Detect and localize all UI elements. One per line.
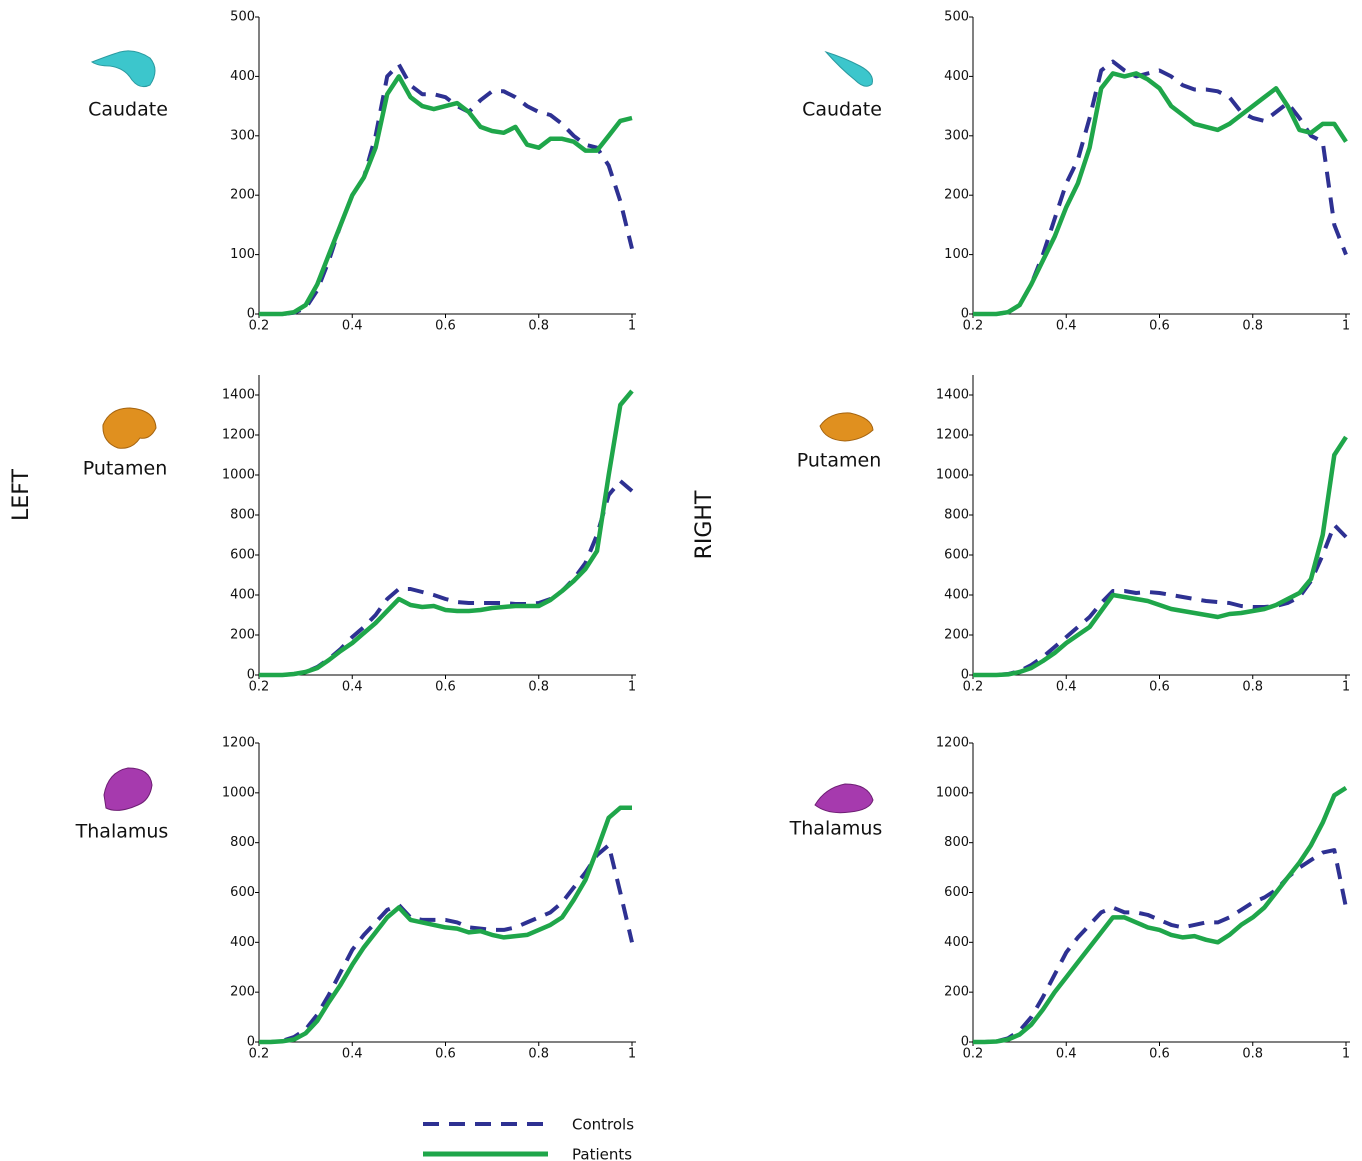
x-tick-label: 0.2 <box>249 319 270 334</box>
x-tick-label: 1 <box>628 319 636 334</box>
y-tick-label: 800 <box>944 835 969 850</box>
thalamus-icon <box>815 784 873 813</box>
y-tick-label: 1000 <box>936 468 969 483</box>
x-tick-label: 0.8 <box>1242 319 1263 334</box>
y-tick-label: 1200 <box>222 736 255 751</box>
y-tick-label: 600 <box>230 885 255 900</box>
series-line <box>973 850 1346 1042</box>
y-tick-label: 800 <box>230 835 255 850</box>
y-tick-label: 300 <box>230 128 255 143</box>
y-tick-label: 100 <box>944 247 969 262</box>
y-tick-label: 600 <box>944 885 969 900</box>
x-tick-label: 0.4 <box>342 680 363 695</box>
y-tick-label: 400 <box>944 935 969 950</box>
chart-title: Thalamus <box>789 818 883 840</box>
series-line <box>259 65 632 315</box>
x-tick-label: 0.8 <box>528 1047 549 1062</box>
y-tick-label: 1200 <box>936 428 969 443</box>
y-tick-label: 400 <box>944 69 969 84</box>
x-tick-label: 0.2 <box>963 319 984 334</box>
series-line <box>259 391 632 675</box>
y-tick-label: 100 <box>230 247 255 262</box>
y-tick-label: 600 <box>944 548 969 563</box>
x-tick-label: 0.6 <box>435 1047 456 1062</box>
y-tick-label: 200 <box>230 628 255 643</box>
x-tick-label: 0.6 <box>1149 1047 1170 1062</box>
x-tick-label: 1 <box>628 1047 636 1062</box>
x-tick-label: 1 <box>628 680 636 695</box>
y-tick-label: 400 <box>230 588 255 603</box>
x-tick-label: 0.6 <box>435 680 456 695</box>
x-tick-label: 0.4 <box>342 1047 363 1062</box>
x-tick-label: 0.4 <box>342 319 363 334</box>
y-tick-label: 1400 <box>936 388 969 403</box>
x-tick-label: 0.6 <box>1149 680 1170 695</box>
y-tick-label: 600 <box>230 548 255 563</box>
series-line <box>973 62 1346 314</box>
figure: LEFT RIGHT Controls Patients Caudate0100… <box>0 0 1362 1161</box>
x-tick-label: 0.4 <box>1056 1047 1077 1062</box>
chart-title: Thalamus <box>75 821 169 843</box>
x-tick-label: 0.6 <box>1149 319 1170 334</box>
y-tick-label: 200 <box>230 985 255 1000</box>
series-line <box>259 808 632 1042</box>
x-tick-label: 1 <box>1342 1047 1350 1062</box>
y-tick-label: 800 <box>944 508 969 523</box>
series-line <box>259 76 632 314</box>
x-tick-label: 0.8 <box>528 319 549 334</box>
series-line <box>259 845 632 1042</box>
y-tick-label: 1000 <box>936 785 969 800</box>
y-tick-label: 200 <box>944 188 969 203</box>
putamen-icon <box>820 413 873 441</box>
x-tick-label: 0.2 <box>963 680 984 695</box>
y-tick-label: 800 <box>230 508 255 523</box>
thalamus-icon <box>104 768 152 810</box>
x-tick-label: 0.2 <box>249 680 270 695</box>
y-tick-label: 1000 <box>222 785 255 800</box>
x-tick-label: 0.4 <box>1056 319 1077 334</box>
chart-title: Caudate <box>802 99 882 121</box>
caudate-icon <box>826 52 873 86</box>
y-tick-label: 400 <box>944 588 969 603</box>
caudate-icon <box>92 51 155 87</box>
y-tick-label: 300 <box>944 128 969 143</box>
y-tick-label: 400 <box>230 935 255 950</box>
chart-title: Putamen <box>797 450 882 472</box>
chart-title: Caudate <box>88 99 168 121</box>
y-tick-label: 500 <box>944 10 969 25</box>
y-tick-label: 500 <box>230 10 255 25</box>
side-label: RIGHT <box>692 490 717 559</box>
x-tick-label: 0.8 <box>1242 1047 1263 1062</box>
x-tick-label: 0.8 <box>1242 680 1263 695</box>
y-tick-label: 1000 <box>222 468 255 483</box>
y-tick-label: 200 <box>230 188 255 203</box>
putamen-icon <box>103 408 156 448</box>
series-line <box>973 73 1346 314</box>
y-tick-label: 200 <box>944 985 969 1000</box>
legend-label: Patients <box>572 1146 632 1161</box>
y-tick-label: 1200 <box>936 736 969 751</box>
legend-label: Controls <box>572 1116 634 1134</box>
y-tick-label: 200 <box>944 628 969 643</box>
series-line <box>973 437 1346 675</box>
series-line <box>973 788 1346 1042</box>
y-tick-label: 400 <box>230 69 255 84</box>
y-tick-label: 1400 <box>222 388 255 403</box>
x-tick-label: 1 <box>1342 319 1350 334</box>
x-tick-label: 0.6 <box>435 319 456 334</box>
x-tick-label: 1 <box>1342 680 1350 695</box>
x-tick-label: 0.4 <box>1056 680 1077 695</box>
x-tick-label: 0.2 <box>249 1047 270 1062</box>
chart-title: Putamen <box>83 458 168 480</box>
side-label: LEFT <box>9 469 34 521</box>
x-tick-label: 0.8 <box>528 680 549 695</box>
x-tick-label: 0.2 <box>963 1047 984 1062</box>
y-tick-label: 1200 <box>222 428 255 443</box>
